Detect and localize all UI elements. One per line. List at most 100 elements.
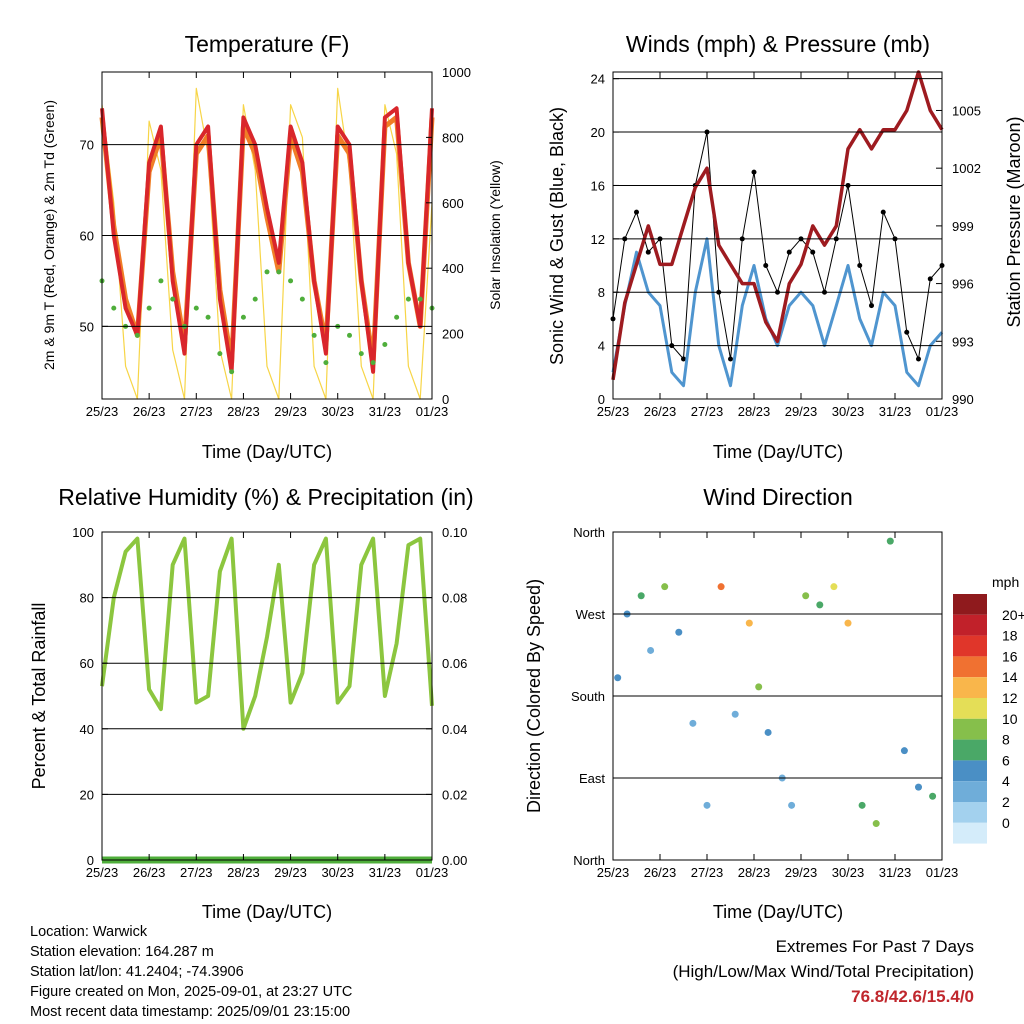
- relative-humidity-line: [100, 536, 434, 731]
- dewpoint-point: [134, 332, 140, 338]
- dewpoint-point: [347, 332, 352, 338]
- humidity-y-label: Percent & Total Rainfall: [29, 603, 49, 790]
- dewpoint-point: [405, 296, 411, 302]
- temperature-y-tick-label: 50: [80, 319, 94, 334]
- wind-direction-point: [858, 801, 866, 809]
- humidity-y2-tick-label: 0.04: [442, 722, 467, 737]
- wind-direction-point: [689, 719, 697, 727]
- winds-x-tick-label: 27/23: [691, 404, 724, 419]
- gust-point: [904, 329, 910, 335]
- legend-swatch: [953, 698, 987, 719]
- winds-x-tick-label: 31/23: [879, 404, 912, 419]
- station-location: Location: Warwick: [30, 924, 148, 940]
- humidity-x-label: Time (Day/UTC): [202, 902, 332, 922]
- wind-direction-point: [830, 583, 838, 591]
- humidity-y-tick-label: 40: [80, 722, 94, 737]
- station-info: Location: Warwick Station elevation: 164…: [30, 922, 352, 1022]
- wind-direction-x-label: Time (Day/UTC): [713, 902, 843, 922]
- humidity-panel: Relative Humidity (%) & Precipitation (i…: [29, 484, 474, 922]
- winds-y-tick-label: 16: [591, 178, 605, 193]
- winds-y2-tick-label: 996: [952, 277, 974, 292]
- wind-direction-point: [929, 792, 937, 800]
- legend-label: 2: [1002, 794, 1010, 810]
- winds-y2-tick-label: 999: [952, 219, 974, 234]
- legend-label: 18: [1002, 628, 1018, 644]
- winds-y-label: Sonic Wind & Gust (Blue, Black): [547, 107, 567, 365]
- wind-direction-y-tick-label: North: [573, 853, 605, 868]
- legend-label: 8: [1002, 732, 1010, 748]
- dewpoint-point: [111, 305, 117, 311]
- dewpoint-point: [146, 305, 152, 311]
- wind-direction-point: [886, 537, 894, 545]
- humidity-title: Relative Humidity (%) & Precipitation (i…: [58, 484, 473, 510]
- station-elevation: Station elevation: 164.287 m: [30, 944, 214, 960]
- dewpoint-point: [288, 278, 294, 284]
- winds-y-tick-label: 12: [591, 232, 605, 247]
- humidity-y2-tick-label: 0.00: [442, 853, 467, 868]
- wind-direction-point: [872, 820, 880, 828]
- winds-y-tick-label: 0: [598, 392, 605, 407]
- humidity-y2-tick-label: 0.08: [442, 591, 467, 606]
- legend-label: 14: [1002, 669, 1018, 685]
- gust-point: [916, 356, 921, 362]
- legend-swatch: [953, 760, 987, 782]
- dewpoint-point: [193, 305, 199, 311]
- wind-direction-point: [788, 801, 796, 809]
- gust-point: [857, 263, 863, 269]
- wind-direction-point: [844, 619, 852, 627]
- dewpoint-point: [276, 269, 282, 275]
- winds-panel: Winds (mph) & Pressure (mb) 0 4 8 12 16 20 24 9…: [547, 31, 1024, 462]
- wind-direction-title: Wind Direction: [703, 484, 853, 510]
- humidity-y-tick-label: 60: [80, 656, 94, 671]
- wind-direction-x-tick-label: 25/23: [597, 865, 630, 880]
- wind-direction-y-tick-label: North: [573, 525, 605, 540]
- wind-direction-x-tick-label: 28/23: [738, 865, 771, 880]
- wind-direction-x-tick-label: 27/23: [691, 865, 724, 880]
- temperature-panel: Temperature (F) 50 60 70 0 200 400 600 800 1000 2…: [41, 31, 503, 462]
- dewpoint-point: [358, 351, 364, 357]
- legend-title: mph: [992, 574, 1019, 590]
- winds-y-tick-label: 4: [598, 339, 605, 354]
- temperature-x-tick-label: 27/23: [180, 404, 213, 419]
- dewpoint-point: [323, 360, 329, 366]
- dewpoint-point: [252, 296, 258, 302]
- temperature-x-tick-label: 01/23: [416, 404, 449, 419]
- temperature-x-tick-label: 30/23: [321, 404, 354, 419]
- temperature-y2-tick-label: 0: [442, 392, 449, 407]
- wind-direction-point: [637, 592, 645, 600]
- legend-swatch: [953, 677, 987, 698]
- humidity-plot-frame: [101, 531, 433, 861]
- gust-point: [728, 356, 733, 362]
- wind-direction-panel: Wind Direction NorthEastSouthWestNorth25…: [524, 484, 1024, 922]
- temperature-y-tick-label: 60: [80, 229, 94, 244]
- gust-point: [763, 263, 769, 269]
- winds-y2-tick-label: 1005: [952, 103, 981, 118]
- legend-label: 12: [1002, 690, 1018, 706]
- wind-direction-point: [647, 646, 655, 654]
- wind-direction-point: [731, 710, 739, 718]
- humidity-x-tick-label: 26/23: [133, 865, 166, 880]
- wind-direction-point: [703, 801, 711, 809]
- station-latlon: Station lat/lon: 41.2404; -74.3906: [30, 964, 244, 980]
- legend-swatch: [953, 656, 987, 678]
- gust-point: [810, 249, 816, 255]
- winds-title: Winds (mph) & Pressure (mb): [626, 31, 930, 57]
- wind-direction-point: [675, 628, 683, 636]
- winds-y2-label: Station Pressure (Maroon): [1004, 116, 1024, 327]
- winds-x-tick-label: 25/23: [597, 404, 630, 419]
- legend-swatch: [953, 802, 987, 823]
- legend-swatch: [953, 822, 987, 844]
- dewpoint-point: [417, 296, 423, 302]
- winds-plot-frame: [612, 71, 943, 400]
- dewpoint-point: [229, 369, 235, 375]
- winds-x-tick-label: 29/23: [785, 404, 818, 419]
- winds-y-tick-label: 20: [591, 125, 605, 140]
- humidity-x-tick-label: 31/23: [369, 865, 402, 880]
- wind-direction-y-tick-label: South: [571, 689, 605, 704]
- legend-swatch: [953, 781, 987, 802]
- temperature-y2-tick-label: 200: [442, 327, 464, 342]
- wind-direction-point: [764, 728, 772, 736]
- extremes-subtitle: (High/Low/Max Wind/Total Precipitation): [672, 962, 974, 981]
- humidity-y-tick-label: 20: [80, 787, 94, 802]
